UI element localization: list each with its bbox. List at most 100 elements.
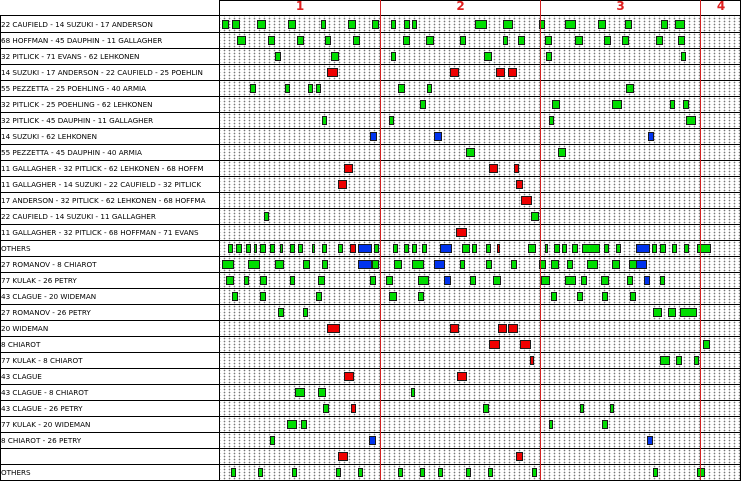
shot-event[interactable] bbox=[545, 244, 548, 253]
shot-event[interactable] bbox=[472, 244, 477, 253]
goal-event[interactable] bbox=[508, 68, 517, 77]
shot-event[interactable] bbox=[374, 244, 379, 253]
shot-event[interactable] bbox=[660, 244, 666, 253]
shot-event[interactable] bbox=[398, 468, 403, 477]
shot-event[interactable] bbox=[656, 36, 663, 45]
shot-event[interactable] bbox=[270, 436, 275, 445]
shot-event[interactable] bbox=[290, 244, 295, 253]
shot-event[interactable] bbox=[493, 276, 501, 285]
shot-event[interactable] bbox=[422, 244, 427, 253]
shot-event[interactable] bbox=[652, 244, 657, 253]
shot-event[interactable] bbox=[460, 36, 466, 45]
shot-event[interactable] bbox=[316, 292, 322, 301]
faceoff-event[interactable] bbox=[369, 436, 376, 445]
shot-event[interactable] bbox=[391, 20, 396, 29]
shot-event[interactable] bbox=[486, 244, 491, 253]
goal-event[interactable] bbox=[489, 340, 500, 349]
goal-event[interactable] bbox=[350, 244, 356, 253]
shot-event[interactable] bbox=[601, 276, 609, 285]
shot-event[interactable] bbox=[484, 52, 492, 61]
shot-event[interactable] bbox=[551, 292, 557, 301]
shot-event[interactable] bbox=[412, 244, 417, 253]
faceoff-event[interactable] bbox=[636, 260, 647, 269]
shot-event[interactable] bbox=[572, 244, 578, 253]
goal-event[interactable] bbox=[516, 180, 523, 189]
faceoff-event[interactable] bbox=[358, 260, 372, 269]
shot-event[interactable] bbox=[503, 20, 513, 29]
shot-event[interactable] bbox=[475, 20, 487, 29]
shot-event[interactable] bbox=[503, 36, 508, 45]
shot-event[interactable] bbox=[393, 244, 398, 253]
goal-event[interactable] bbox=[457, 372, 467, 381]
shot-event[interactable] bbox=[338, 244, 343, 253]
shot-event[interactable] bbox=[567, 260, 573, 269]
shot-event[interactable] bbox=[683, 100, 689, 109]
shot-event[interactable] bbox=[486, 260, 492, 269]
shot-event[interactable] bbox=[353, 36, 360, 45]
shot-event[interactable] bbox=[403, 36, 410, 45]
shot-event[interactable] bbox=[301, 420, 307, 429]
shot-event[interactable] bbox=[308, 84, 313, 93]
goal-event[interactable] bbox=[514, 164, 519, 173]
shot-event[interactable] bbox=[582, 244, 600, 253]
shot-event[interactable] bbox=[358, 468, 363, 477]
goal-event[interactable] bbox=[450, 324, 459, 333]
shot-event[interactable] bbox=[551, 260, 559, 269]
shot-event[interactable] bbox=[565, 276, 576, 285]
shot-event[interactable] bbox=[528, 244, 536, 253]
shot-event[interactable] bbox=[404, 20, 410, 29]
shot-event[interactable] bbox=[686, 116, 696, 125]
shot-event[interactable] bbox=[660, 276, 665, 285]
shot-event[interactable] bbox=[598, 20, 606, 29]
faceoff-event[interactable] bbox=[434, 132, 442, 141]
shot-event[interactable] bbox=[316, 84, 321, 93]
shot-event[interactable] bbox=[232, 292, 238, 301]
shot-event[interactable] bbox=[670, 100, 675, 109]
shot-event[interactable] bbox=[297, 36, 304, 45]
shot-event[interactable] bbox=[460, 260, 465, 269]
shot-event[interactable] bbox=[280, 244, 283, 253]
faceoff-event[interactable] bbox=[434, 260, 445, 269]
goal-event[interactable] bbox=[456, 228, 467, 237]
faceoff-event[interactable] bbox=[648, 132, 654, 141]
shot-event[interactable] bbox=[389, 116, 394, 125]
shot-event[interactable] bbox=[612, 100, 622, 109]
shot-event[interactable] bbox=[398, 84, 405, 93]
shot-event[interactable] bbox=[616, 244, 621, 253]
shot-event[interactable] bbox=[264, 212, 269, 221]
shot-event[interactable] bbox=[462, 244, 470, 253]
shot-event[interactable] bbox=[511, 260, 517, 269]
shot-event[interactable] bbox=[420, 468, 425, 477]
shot-event[interactable] bbox=[565, 20, 576, 29]
shot-event[interactable] bbox=[626, 84, 634, 93]
shot-event[interactable] bbox=[466, 148, 475, 157]
shot-event[interactable] bbox=[653, 468, 658, 477]
shot-event[interactable] bbox=[285, 84, 290, 93]
goal-event[interactable] bbox=[327, 68, 338, 77]
shot-event[interactable] bbox=[288, 20, 296, 29]
shot-event[interactable] bbox=[488, 468, 493, 477]
shot-event[interactable] bbox=[625, 20, 632, 29]
shot-event[interactable] bbox=[260, 276, 267, 285]
goal-event[interactable] bbox=[498, 324, 507, 333]
shot-event[interactable] bbox=[610, 404, 614, 413]
faceoff-event[interactable] bbox=[644, 276, 650, 285]
shot-event[interactable] bbox=[257, 20, 266, 29]
shot-event[interactable] bbox=[694, 356, 699, 365]
shot-event[interactable] bbox=[675, 20, 685, 29]
shot-event[interactable] bbox=[303, 260, 310, 269]
shot-event[interactable] bbox=[254, 244, 257, 253]
shot-event[interactable] bbox=[418, 292, 424, 301]
shot-event[interactable] bbox=[318, 388, 326, 397]
shot-event[interactable] bbox=[226, 276, 234, 285]
shot-event[interactable] bbox=[412, 260, 424, 269]
shot-event[interactable] bbox=[258, 468, 263, 477]
shot-event[interactable] bbox=[278, 308, 284, 317]
goal-event[interactable] bbox=[327, 324, 340, 333]
shot-event[interactable] bbox=[575, 36, 583, 45]
shot-event[interactable] bbox=[292, 468, 297, 477]
shot-event[interactable] bbox=[660, 356, 670, 365]
shot-event[interactable] bbox=[676, 356, 682, 365]
shot-event[interactable] bbox=[549, 116, 554, 125]
shot-event[interactable] bbox=[420, 100, 426, 109]
